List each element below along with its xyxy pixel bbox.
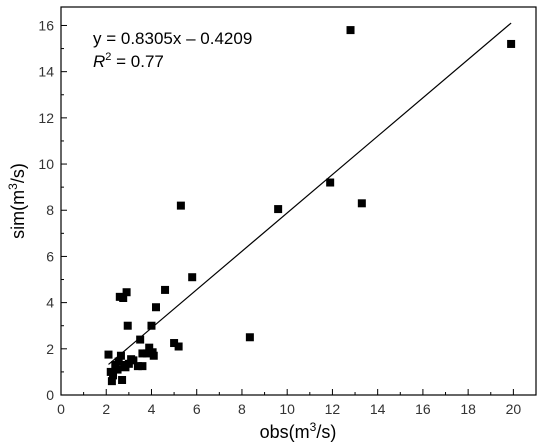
data-point [274, 205, 283, 214]
data-point [119, 294, 128, 302]
data-point [174, 342, 183, 351]
data-point [152, 303, 160, 312]
y-tick-labels: 0 2 4 6 8 10 12 14 16 [38, 17, 54, 403]
y-tick-label: 8 [46, 202, 54, 218]
data-point [188, 273, 197, 282]
data-point [136, 335, 145, 344]
r-squared-symbol: R [93, 52, 105, 71]
data-point [326, 178, 335, 187]
data-point [116, 351, 125, 360]
data-point [124, 359, 133, 368]
y-tick-label: 0 [46, 387, 54, 403]
x-axis-label-suffix: /s) [316, 422, 336, 442]
x-tick-label: 12 [325, 401, 341, 417]
data-point [118, 375, 127, 384]
y-axis-label-exp: 3 [6, 183, 20, 190]
r-squared-label: R2 = 0.77 [93, 51, 164, 71]
x-tick-label: 0 [57, 401, 65, 417]
x-axis-label: obs(m3/s) [260, 420, 337, 442]
data-point [133, 362, 142, 371]
x-tick-label: 10 [279, 401, 295, 417]
data-point [122, 288, 131, 297]
r-squared-value: = 0.77 [111, 52, 163, 71]
x-tick-label: 18 [460, 401, 476, 417]
data-point [161, 285, 170, 294]
y-tick-label: 14 [38, 64, 54, 80]
data-point [113, 365, 122, 374]
data-point [104, 350, 113, 359]
regression-line [108, 22, 512, 365]
data-point [507, 39, 516, 48]
x-tick-label: 20 [506, 401, 522, 417]
data-point [346, 26, 355, 35]
data-point [149, 351, 158, 360]
y-axis-label-suffix: /s) [8, 163, 28, 183]
data-point [138, 362, 147, 371]
data-point [176, 201, 185, 210]
y-tick-label: 16 [38, 17, 54, 33]
x-tick-label: 16 [415, 401, 431, 417]
data-point [142, 349, 151, 358]
data-point [170, 339, 179, 348]
data-point [245, 333, 254, 342]
data-point [147, 321, 156, 330]
data-point [109, 371, 118, 380]
equation-label: y = 0.8305x – 0.4209 [93, 29, 252, 48]
y-axis-label-prefix: sim(m [8, 190, 28, 239]
y-axis-label: sim(m3/s) [6, 163, 28, 239]
fit-line-layer [108, 22, 512, 365]
y-tick-label: 4 [46, 295, 54, 311]
x-tick-labels: 0 2 4 6 8 10 12 14 16 18 20 [57, 401, 521, 417]
data-point [357, 199, 366, 208]
r-squared-exponent: 2 [105, 51, 111, 63]
tick-marks [60, 24, 514, 396]
data-point [129, 356, 138, 365]
data-point [123, 321, 132, 330]
data-point [138, 349, 147, 358]
y-tick-label: 2 [46, 341, 54, 357]
data-point [145, 343, 154, 352]
x-tick-label: 8 [238, 401, 246, 417]
y-tick-label: 6 [46, 248, 54, 264]
x-tick-label: 4 [148, 401, 156, 417]
y-tick-label: 12 [38, 110, 54, 126]
x-tick-label: 2 [102, 401, 110, 417]
x-axis-label-prefix: obs(m [260, 422, 310, 442]
plot-frame [60, 6, 537, 396]
x-tick-label: 6 [193, 401, 201, 417]
y-tick-label: 10 [38, 156, 54, 172]
data-point [114, 357, 123, 366]
data-points [104, 26, 516, 386]
data-point [107, 377, 116, 386]
x-tick-label: 14 [370, 401, 386, 417]
x-axis-label-exp: 3 [310, 420, 317, 434]
